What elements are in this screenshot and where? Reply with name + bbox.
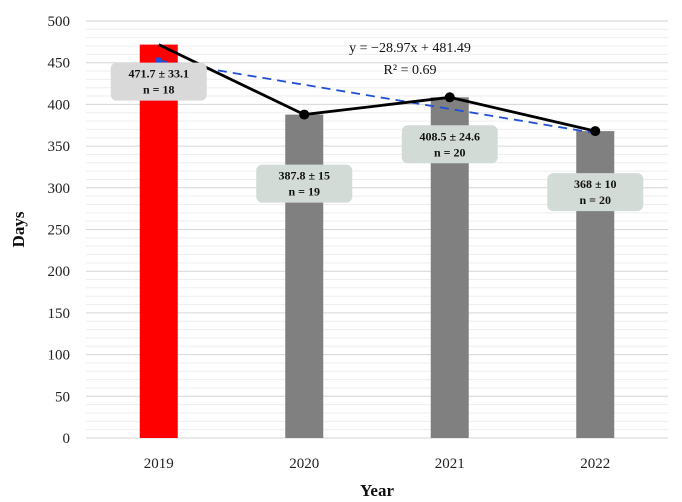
y-tick-label: 500: [48, 14, 71, 30]
y-tick-label: 50: [55, 389, 70, 405]
y-tick-label: 200: [48, 264, 71, 280]
gridlines: [86, 20, 668, 439]
trend-r-squared: R² = 0.69: [384, 63, 437, 78]
annotation-2022: 368 ± 10 n = 20: [547, 173, 644, 212]
mean-point-2020: [299, 109, 310, 120]
y-tick-label: 100: [48, 348, 71, 364]
annotation-2019: 471.7 ± 33.1 n = 18: [110, 62, 207, 101]
trendline: [155, 57, 596, 134]
annotation-mean-sd: 408.5 ± 24.6: [419, 129, 480, 143]
y-tick-label: 150: [48, 306, 71, 322]
x-tick-label: 2022: [580, 456, 610, 472]
annotation-n: n = 19: [288, 185, 320, 199]
mean-line-path: [158, 43, 596, 133]
annotation-n: n = 20: [579, 193, 611, 207]
x-tick-label: 2019: [144, 456, 174, 472]
mean-point-2022: [590, 126, 601, 137]
y-tick-label: 350: [48, 139, 71, 155]
bar-2019: [139, 44, 178, 438]
annotation-box: [401, 125, 498, 164]
annotation-box: [256, 164, 353, 203]
mean-line: [158, 43, 601, 137]
annotation-2020: 387.8 ± 15 n = 19: [256, 164, 353, 203]
y-tick-label: 0: [63, 431, 71, 447]
annotation-mean-sd: 387.8 ± 15: [278, 169, 330, 183]
x-axis-ticks: 2019 2020 2021 2022: [144, 456, 611, 472]
annotation-box: [547, 173, 644, 212]
y-tick-label: 300: [48, 181, 71, 197]
x-tick-label: 2021: [435, 456, 465, 472]
mean-point-2021: [444, 92, 455, 103]
annotations: 471.7 ± 33.1 n = 18 387.8 ± 15 n = 19 408.5 …: [110, 62, 644, 212]
y-axis-title: Days: [9, 211, 28, 247]
y-tick-label: 400: [48, 97, 71, 113]
trend-equation: y = −28.97x + 481.49: [349, 41, 471, 56]
trendline-start-point: [155, 57, 163, 65]
annotation-n: n = 20: [434, 145, 466, 159]
y-axis-ticks: 0 50 100 150 200 250 300 350 400 450 500: [48, 14, 71, 447]
bar-2020: [285, 114, 324, 438]
annotation-n: n = 18: [143, 83, 175, 97]
annotation-mean-sd: 368 ± 10: [574, 177, 617, 191]
x-tick-label: 2020: [289, 456, 319, 472]
trendline-path: [158, 59, 596, 134]
y-tick-label: 250: [48, 223, 71, 239]
annotation-box: [110, 62, 207, 101]
annotation-2021: 408.5 ± 24.6 n = 20: [401, 125, 498, 164]
annotation-mean-sd: 471.7 ± 33.1: [128, 67, 189, 81]
y-tick-label: 450: [48, 56, 71, 72]
bars: [139, 44, 615, 438]
x-axis-title: Year: [360, 481, 394, 500]
